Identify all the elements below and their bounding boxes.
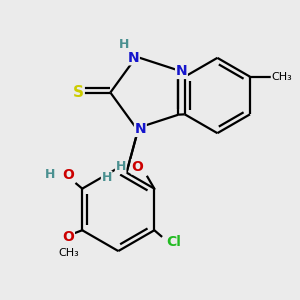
Text: CH₃: CH₃ [58,248,79,258]
Text: H: H [45,168,56,181]
Text: CH₃: CH₃ [271,72,292,82]
Text: O: O [62,230,74,244]
Text: N: N [176,64,187,78]
Text: N: N [134,122,146,136]
Text: S: S [73,85,84,100]
Text: O: O [132,160,143,174]
Text: H: H [119,38,130,51]
Text: H: H [101,171,112,184]
Text: Cl: Cl [167,235,182,249]
Text: H: H [116,160,126,173]
Text: N: N [128,51,139,65]
Text: O: O [62,168,74,182]
